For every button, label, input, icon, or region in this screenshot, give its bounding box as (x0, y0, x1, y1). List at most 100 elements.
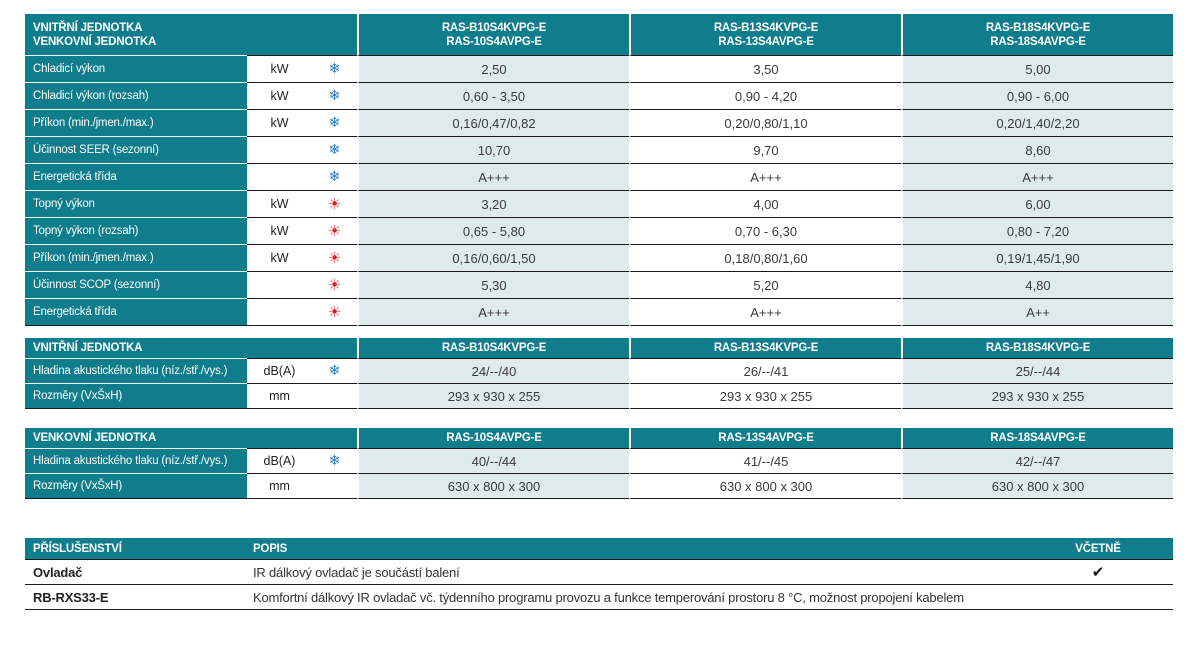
included-cell-empty (1023, 585, 1173, 609)
value-cell: 40/--/44 (357, 449, 629, 474)
value-cell: 24/--/40 (357, 359, 629, 384)
sun-icon: ☀ (312, 299, 357, 326)
accessories-header-description: POPIS (253, 542, 288, 555)
value-cell: 0,18/0,80/1,60 (629, 245, 901, 272)
accessory-row: RB-RXS33-E Komfortní dálkový IR ovladač v… (25, 585, 1173, 610)
row-label: Účinnost SEER (sezonní) (25, 137, 247, 164)
unit-cell (247, 164, 312, 191)
row-label: Energetická třída (25, 299, 247, 326)
table-title: VENKOVNÍ JEDNOTKA (25, 428, 247, 449)
model-name: RAS-18S4AVPG-E (990, 35, 1086, 48)
spec-row: Hladina akustického tlaku (níz./stř./vys… (25, 359, 1173, 384)
model-name: RAS-10S4AVPG-E (446, 35, 542, 48)
snowflake-icon: ❄ (312, 359, 357, 384)
accessory-description: IR dálkový ovladač je součástí balení (253, 564, 460, 580)
value-cell: 4,80 (901, 272, 1173, 299)
value-cell: 0,90 - 4,20 (629, 83, 901, 110)
model-column-header: RAS-13S4AVPG-E (629, 428, 901, 449)
spec-row: Účinnost SCOP (sezonní) ☀ 5,30 5,20 4,80 (25, 272, 1173, 299)
value-cell: 2,50 (357, 56, 629, 83)
unit-cell: mm (247, 474, 312, 499)
spec-row: Příkon (min./jmen./max.) kW ❄ 0,16/0,47/0,8… (25, 110, 1173, 137)
snowflake-icon: ❄ (312, 137, 357, 164)
value-cell: 293 x 930 x 255 (357, 384, 629, 409)
empty-icon-cell (312, 384, 357, 409)
spec-row: Topný výkon (rozsah) kW ☀ 0,65 - 5,80 0,70 -… (25, 218, 1173, 245)
value-cell: 0,16/0,60/1,50 (357, 245, 629, 272)
value-cell: 3,20 (357, 191, 629, 218)
spec-row: Účinnost SEER (sezonní) ❄ 10,70 9,70 8,60 (25, 137, 1173, 164)
model-column-header: RAS-B10S4KVPG-E RAS-10S4AVPG-E (357, 14, 629, 56)
unit-cell: dB(A) (247, 359, 312, 384)
table-header-row: VNITŘNÍ JEDNOTKA VENKOVNÍ JEDNOTKA RAS-B10… (25, 14, 1173, 56)
model-name: RAS-B18S4KVPG-E (985, 21, 1091, 34)
value-cell: 5,00 (901, 56, 1173, 83)
unit-cell: kW (247, 56, 312, 83)
unit-cell: kW (247, 191, 312, 218)
value-cell: A+++ (629, 164, 901, 191)
table-title-line: VENKOVNÍ JEDNOTKA (33, 432, 157, 444)
model-column-header: RAS-18S4AVPG-E (901, 428, 1173, 449)
value-cell: 5,20 (629, 272, 901, 299)
model-column-header: RAS-B18S4KVPG-E RAS-18S4AVPG-E (901, 14, 1173, 56)
model-column-header: RAS-B18S4KVPG-E (901, 338, 1173, 359)
accessory-row: Ovladač IR dálkový ovladač je součástí ba… (25, 560, 1173, 585)
row-label: Topný výkon (rozsah) (25, 218, 247, 245)
spec-row: Energetická třída ☀ A+++ A+++ A++ (25, 299, 1173, 326)
spec-row: Topný výkon kW ☀ 3,20 4,00 6,00 (25, 191, 1173, 218)
snowflake-icon: ❄ (312, 83, 357, 110)
header-filler (247, 428, 357, 449)
unit-cell (247, 137, 312, 164)
value-cell: 10,70 (357, 137, 629, 164)
empty-icon-cell (312, 474, 357, 499)
header-filler (247, 14, 357, 56)
spec-row: Hladina akustického tlaku (níz./stř./vys… (25, 449, 1173, 474)
content-wrapper: VNITŘNÍ JEDNOTKA VENKOVNÍ JEDNOTKA RAS-B10… (25, 14, 1173, 610)
spec-row: Rozměry (VxŠxH) mm 630 x 800 x 300 630 x 80… (25, 474, 1173, 499)
row-label: Hladina akustického tlaku (níz./stř./vys… (25, 359, 247, 384)
row-label: Chladicí výkon (25, 56, 247, 83)
unit-cell: dB(A) (247, 449, 312, 474)
accessories-header-name: PŘÍSLUŠENSTVÍ (33, 542, 122, 555)
sun-icon: ☀ (312, 218, 357, 245)
row-label: Energetická třída (25, 164, 247, 191)
sun-icon: ☀ (312, 272, 357, 299)
value-cell: A+++ (357, 164, 629, 191)
spec-row: Energetická třída ❄ A+++ A+++ A+++ (25, 164, 1173, 191)
value-cell: A+++ (357, 299, 629, 326)
value-cell: 3,50 (629, 56, 901, 83)
value-cell: 630 x 800 x 300 (629, 474, 901, 499)
row-label: Topný výkon (25, 191, 247, 218)
value-cell: A+++ (901, 164, 1173, 191)
accessory-name: Ovladač (33, 564, 83, 580)
table-title-line: VNITŘNÍ JEDNOTKA (33, 342, 143, 354)
unit-cell: kW (247, 245, 312, 272)
spec-table-outdoor: VENKOVNÍ JEDNOTKA RAS-10S4AVPG-E RAS-13S4A… (25, 428, 1173, 499)
model-column-header: RAS-B13S4KVPG-E RAS-13S4AVPG-E (629, 14, 901, 56)
model-name: RAS-13S4AVPG-E (718, 432, 814, 444)
snowflake-icon: ❄ (312, 449, 357, 474)
value-cell: 5,30 (357, 272, 629, 299)
value-cell: A++ (901, 299, 1173, 326)
value-cell: 0,20/0,80/1,10 (629, 110, 901, 137)
accessories-header-included: VČETNĚ (1075, 542, 1121, 555)
header-filler (247, 338, 357, 359)
value-cell: 293 x 930 x 255 (629, 384, 901, 409)
value-cell: 4,00 (629, 191, 901, 218)
value-cell: A+++ (629, 299, 901, 326)
model-name: RAS-18S4AVPG-E (990, 432, 1086, 444)
spec-row: Chladicí výkon (rozsah) kW ❄ 0,60 - 3,50 0,9… (25, 83, 1173, 110)
spec-row: Rozměry (VxŠxH) mm 293 x 930 x 255 293 x 93… (25, 384, 1173, 409)
snowflake-icon: ❄ (312, 164, 357, 191)
value-cell: 0,19/1,45/1,90 (901, 245, 1173, 272)
model-column-header: RAS-10S4AVPG-E (357, 428, 629, 449)
value-cell: 9,70 (629, 137, 901, 164)
model-name: RAS-B13S4KVPG-E (713, 21, 819, 34)
snowflake-icon: ❄ (312, 56, 357, 83)
spec-row: Příkon (min./jmen./max.) kW ☀ 0,16/0,60/1,5… (25, 245, 1173, 272)
value-cell: 0,65 - 5,80 (357, 218, 629, 245)
accessory-description: Komfortní dálkový IR ovladač vč. týdenní… (253, 589, 964, 605)
model-column-header: RAS-B10S4KVPG-E (357, 338, 629, 359)
sun-icon: ☀ (312, 245, 357, 272)
